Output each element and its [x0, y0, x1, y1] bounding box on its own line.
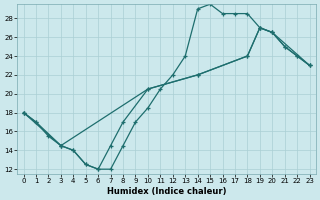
X-axis label: Humidex (Indice chaleur): Humidex (Indice chaleur)	[107, 187, 226, 196]
